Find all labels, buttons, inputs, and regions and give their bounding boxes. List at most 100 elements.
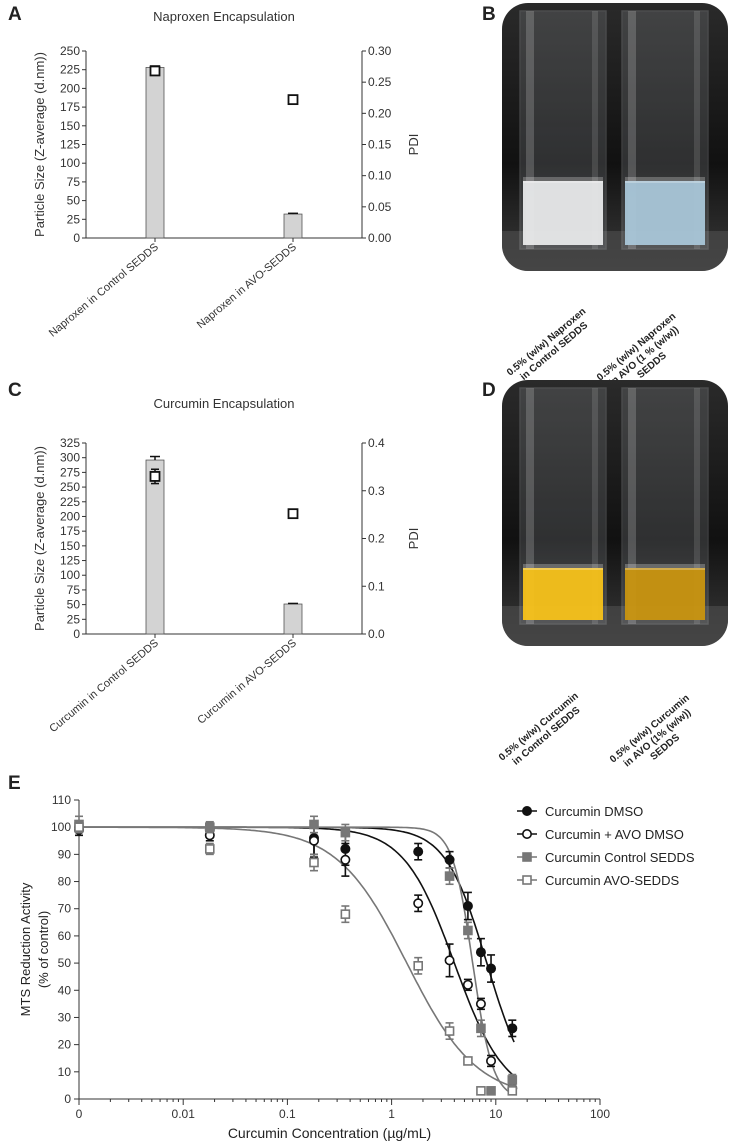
fit-curve xyxy=(79,826,515,1088)
data-point xyxy=(463,1056,473,1066)
data-point xyxy=(309,857,319,868)
liquid-meniscus xyxy=(523,177,603,183)
y-tick-label: 100 xyxy=(60,156,80,170)
bar xyxy=(145,67,165,239)
y-tick-label: 25 xyxy=(67,612,81,626)
cuvette-highlight xyxy=(592,388,598,624)
y-tick-label: 20 xyxy=(58,1038,72,1052)
y-tick-label: 0 xyxy=(73,231,80,245)
legend-marker xyxy=(522,875,532,885)
data-point xyxy=(204,822,215,832)
data-point xyxy=(462,979,473,990)
data-point xyxy=(413,846,424,857)
cuvette-highlight xyxy=(694,388,700,624)
category-label: Curcumin in AVO-SEDDS xyxy=(195,637,299,727)
data-point xyxy=(462,901,473,912)
y2-tick-label: 0.0 xyxy=(368,627,385,641)
y-tick-label: 10 xyxy=(58,1065,72,1079)
legend-marker xyxy=(521,805,532,816)
legend-label: Curcumin AVO-SEDDS xyxy=(545,873,679,888)
y2-tick-label: 0.05 xyxy=(368,200,392,214)
y-tick-label: 100 xyxy=(60,568,80,582)
y-tick-label: 50 xyxy=(67,598,81,612)
y-tick-label: 250 xyxy=(60,480,80,494)
cuvette-highlight xyxy=(694,11,700,249)
y-tick-label: 50 xyxy=(67,194,81,208)
y-tick-label: 200 xyxy=(60,81,80,95)
cuvette-liquid xyxy=(523,181,603,245)
cuvette-liquid xyxy=(523,568,603,620)
x-tick-label: 0.01 xyxy=(172,1107,196,1121)
pdi-marker xyxy=(149,471,161,482)
liquid-meniscus xyxy=(625,177,705,183)
panel-letter-b: B xyxy=(482,4,496,25)
pdi-marker xyxy=(149,65,161,77)
y-tick-label: 275 xyxy=(60,465,80,479)
y-tick-label: 150 xyxy=(60,539,80,553)
y-tick-label: 60 xyxy=(58,929,72,943)
photo-d-caption-avo: 0.5% (w/w) Curcumin in AVO (1% (w/w)) SEDD… xyxy=(608,692,694,770)
data-point xyxy=(463,925,473,936)
x-tick-label: 0.1 xyxy=(279,1107,296,1121)
y-tick-label: 80 xyxy=(58,875,72,889)
legend-marker xyxy=(522,852,532,862)
bar xyxy=(283,603,303,635)
legend-label: Curcumin + AVO DMSO xyxy=(545,827,684,842)
y-tick-label: 225 xyxy=(60,495,80,509)
y-tick-label: 70 xyxy=(58,902,72,916)
cuvette-highlight xyxy=(592,11,598,249)
x-tick-label: 0 xyxy=(76,1107,83,1121)
cuvette-liquid xyxy=(625,181,705,245)
chart-title: Naproxen Encapsulation xyxy=(153,9,295,24)
x-tick-label: 100 xyxy=(590,1107,610,1121)
panel-letter-e: E xyxy=(8,773,21,794)
data-point xyxy=(413,961,423,971)
legend-label: Curcumin DMSO xyxy=(545,804,643,819)
y-tick-label: 300 xyxy=(60,451,80,465)
y-axis-label: Particle Size (Z-average (d.nm)) xyxy=(32,52,47,237)
chart-c-curcumin: Curcumin Encapsulation 025507510012515017… xyxy=(32,396,421,735)
data-point xyxy=(476,1023,486,1034)
y-tick-label: 250 xyxy=(60,44,80,58)
y2-tick-label: 0.25 xyxy=(368,75,392,89)
y2-axis-label: PDI xyxy=(406,528,421,550)
data-point xyxy=(444,854,455,865)
y-tick-label: 175 xyxy=(60,524,80,538)
data-point xyxy=(475,998,486,1009)
data-point xyxy=(444,1026,455,1036)
y-tick-label: 50 xyxy=(58,956,72,970)
legend-label: Curcumin Control SEDDS xyxy=(545,850,695,865)
y-tick-label: 40 xyxy=(58,983,72,997)
x-axis-label: Curcumin Concentration (µg/mL) xyxy=(228,1125,431,1141)
data-point xyxy=(476,1086,486,1096)
cuvette-highlight xyxy=(526,388,534,624)
y-tick-label: 25 xyxy=(67,212,81,226)
pdi-marker xyxy=(287,508,299,520)
category-label: Naproxen in AVO-SEDDS xyxy=(195,241,299,331)
y-tick-label: 125 xyxy=(60,138,80,152)
y-tick-label: 150 xyxy=(60,119,80,133)
data-point xyxy=(486,1055,497,1066)
data-point xyxy=(486,1086,496,1096)
chart-a-naproxen: Naproxen Encapsulation 0 25 50 75 100 125 150 17… xyxy=(32,9,421,340)
pdi-marker xyxy=(287,94,299,106)
data-point xyxy=(444,955,455,966)
category-label: Curcumin in Control SEDDS xyxy=(47,637,161,735)
x-tick-label: 1 xyxy=(388,1107,395,1121)
y2-tick-label: 0.30 xyxy=(368,44,392,58)
y-axis-label-line1: MTS Reduction Activity xyxy=(18,882,33,1016)
data-point xyxy=(204,844,215,854)
y2-tick-label: 0.4 xyxy=(368,436,385,450)
data-point xyxy=(340,827,351,838)
data-point xyxy=(486,963,497,974)
y2-tick-label: 0.10 xyxy=(368,169,392,183)
photo-b-caption-control: 0.5% (w/w) Naproxen in Control SEDDS xyxy=(505,306,591,383)
cuvette-highlight xyxy=(628,388,636,624)
data-point xyxy=(308,835,319,846)
y-tick-label: 0 xyxy=(64,1092,71,1106)
data-point xyxy=(507,1086,518,1096)
panel-letter-d: D xyxy=(482,380,496,401)
cuvette-highlight xyxy=(526,11,534,249)
data-point xyxy=(340,854,351,865)
data-point xyxy=(444,871,455,881)
